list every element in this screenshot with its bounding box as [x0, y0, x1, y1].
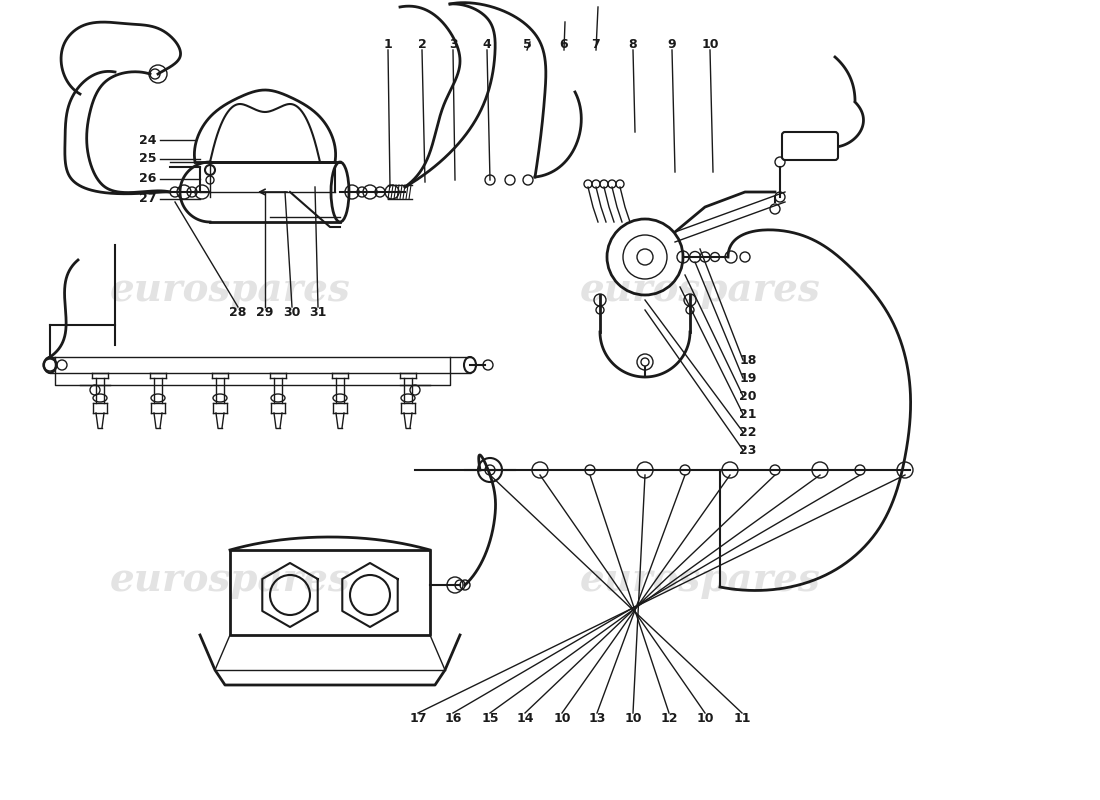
Text: 7: 7	[592, 38, 601, 51]
Text: 11: 11	[734, 711, 750, 725]
Text: 9: 9	[668, 38, 676, 51]
Text: eurospares: eurospares	[580, 271, 821, 309]
Text: 8: 8	[629, 38, 637, 51]
Text: 16: 16	[444, 711, 462, 725]
Text: 10: 10	[625, 711, 641, 725]
Text: 21: 21	[739, 407, 757, 421]
Text: 19: 19	[739, 371, 757, 385]
Text: eurospares: eurospares	[110, 561, 351, 599]
Text: 29: 29	[256, 306, 274, 318]
Text: 10: 10	[553, 711, 571, 725]
Text: 22: 22	[739, 426, 757, 438]
FancyBboxPatch shape	[782, 132, 838, 160]
Text: 4: 4	[483, 38, 492, 51]
Text: 25: 25	[140, 153, 156, 166]
Text: 1: 1	[384, 38, 393, 51]
Text: 18: 18	[739, 354, 757, 366]
Text: 12: 12	[660, 711, 678, 725]
Text: 6: 6	[560, 38, 569, 51]
Text: eurospares: eurospares	[580, 561, 821, 599]
Text: 13: 13	[588, 711, 606, 725]
Text: 3: 3	[449, 38, 458, 51]
Text: 31: 31	[309, 306, 327, 318]
Text: 24: 24	[140, 134, 156, 146]
Text: eurospares: eurospares	[110, 271, 351, 309]
Text: 20: 20	[739, 390, 757, 402]
Text: 14: 14	[516, 711, 534, 725]
Text: 10: 10	[702, 38, 718, 51]
Text: 23: 23	[739, 443, 757, 457]
Text: 5: 5	[522, 38, 531, 51]
Text: 17: 17	[409, 711, 427, 725]
Text: 26: 26	[140, 173, 156, 186]
Text: 10: 10	[696, 711, 714, 725]
Text: 2: 2	[418, 38, 427, 51]
Text: 15: 15	[482, 711, 498, 725]
Text: 30: 30	[284, 306, 300, 318]
Text: 27: 27	[140, 193, 156, 206]
Text: 28: 28	[229, 306, 246, 318]
